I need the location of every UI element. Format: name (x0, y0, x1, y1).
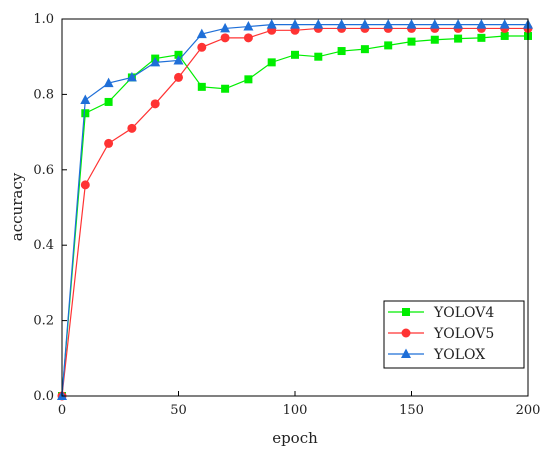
data-point-yolox (336, 19, 347, 29)
y-axis-ticks: 0.0 0.2 0.4 0.6 0.8 1.0 (33, 12, 67, 404)
x-tick-label: 100 (283, 403, 308, 418)
data-point-yolox (243, 21, 254, 31)
data-point-yolov4 (174, 50, 183, 59)
data-point-yolov4 (267, 58, 276, 67)
legend-marker-yolox (401, 348, 411, 358)
y-tick-label: 1.0 (33, 12, 54, 27)
y-tick-label: 0.0 (33, 389, 54, 404)
series-layer (57, 19, 533, 401)
legend-marker-yolov4 (402, 308, 410, 316)
data-point-yolov4 (314, 52, 323, 61)
x-tick-label: 200 (516, 403, 541, 418)
data-point-yolox (476, 19, 487, 29)
data-point-yolov4 (454, 34, 463, 43)
data-point-yolov4 (221, 84, 230, 93)
data-point-yolov4 (197, 82, 206, 91)
data-point-yolov4 (500, 31, 509, 40)
data-point-yolox (150, 56, 161, 67)
series-yolox (57, 19, 533, 400)
data-point-yolox (266, 19, 277, 29)
data-point-yolox (406, 19, 417, 29)
data-point-yolox (359, 19, 370, 29)
data-point-yolov5 (104, 138, 114, 148)
y-axis-title: accuracy (8, 172, 26, 241)
data-point-yolov5 (243, 33, 253, 43)
data-point-yolox (313, 19, 324, 29)
data-point-yolov4 (104, 97, 113, 106)
x-axis-ticks: 0 50 100 150 200 (58, 391, 541, 418)
data-point-yolov4 (360, 45, 369, 54)
data-point-yolox (126, 71, 137, 82)
y-tick-label: 0.8 (33, 87, 54, 102)
x-tick-label: 50 (170, 403, 187, 418)
data-point-yolox (173, 54, 184, 65)
data-point-yolov4 (384, 41, 393, 50)
data-point-yolox (103, 77, 114, 88)
data-point-yolox (453, 19, 464, 29)
data-point-yolov4 (244, 75, 253, 84)
data-point-yolov5 (150, 99, 160, 109)
data-point-yolox (80, 94, 91, 105)
x-tick-label: 0 (58, 403, 66, 418)
x-axis-title: epoch (272, 429, 318, 447)
data-point-yolov4 (407, 37, 416, 46)
y-tick-label: 0.4 (33, 238, 54, 253)
legend-label-yolov5: YOLOV5 (433, 326, 494, 342)
data-point-yolov5 (220, 33, 230, 43)
data-point-yolov5 (127, 123, 137, 133)
legend-label-yolox: YOLOX (433, 347, 485, 363)
legend: YOLOV4 YOLOV5 YOLOX (383, 300, 525, 369)
data-point-yolov5 (174, 72, 183, 82)
data-point-yolov4 (337, 47, 346, 56)
data-point-yolox (290, 19, 300, 29)
y-tick-label: 0.6 (33, 163, 54, 178)
data-point-yolov4 (81, 109, 90, 118)
data-point-yolox (220, 22, 231, 33)
legend-label-yolov4: YOLOV4 (433, 305, 494, 321)
data-point-yolov5 (80, 180, 90, 190)
data-point-yolox (196, 28, 207, 39)
x-tick-label: 150 (399, 403, 424, 418)
y-tick-label: 0.2 (33, 314, 54, 329)
data-point-yolov4 (291, 50, 299, 59)
data-point-yolox (499, 19, 510, 29)
data-point-yolox (429, 19, 440, 29)
data-point-yolov4 (477, 33, 486, 42)
data-point-yolov5 (197, 42, 207, 52)
legend-marker-yolov5 (401, 328, 411, 338)
data-point-yolox (383, 19, 394, 29)
data-point-yolov4 (430, 35, 439, 44)
